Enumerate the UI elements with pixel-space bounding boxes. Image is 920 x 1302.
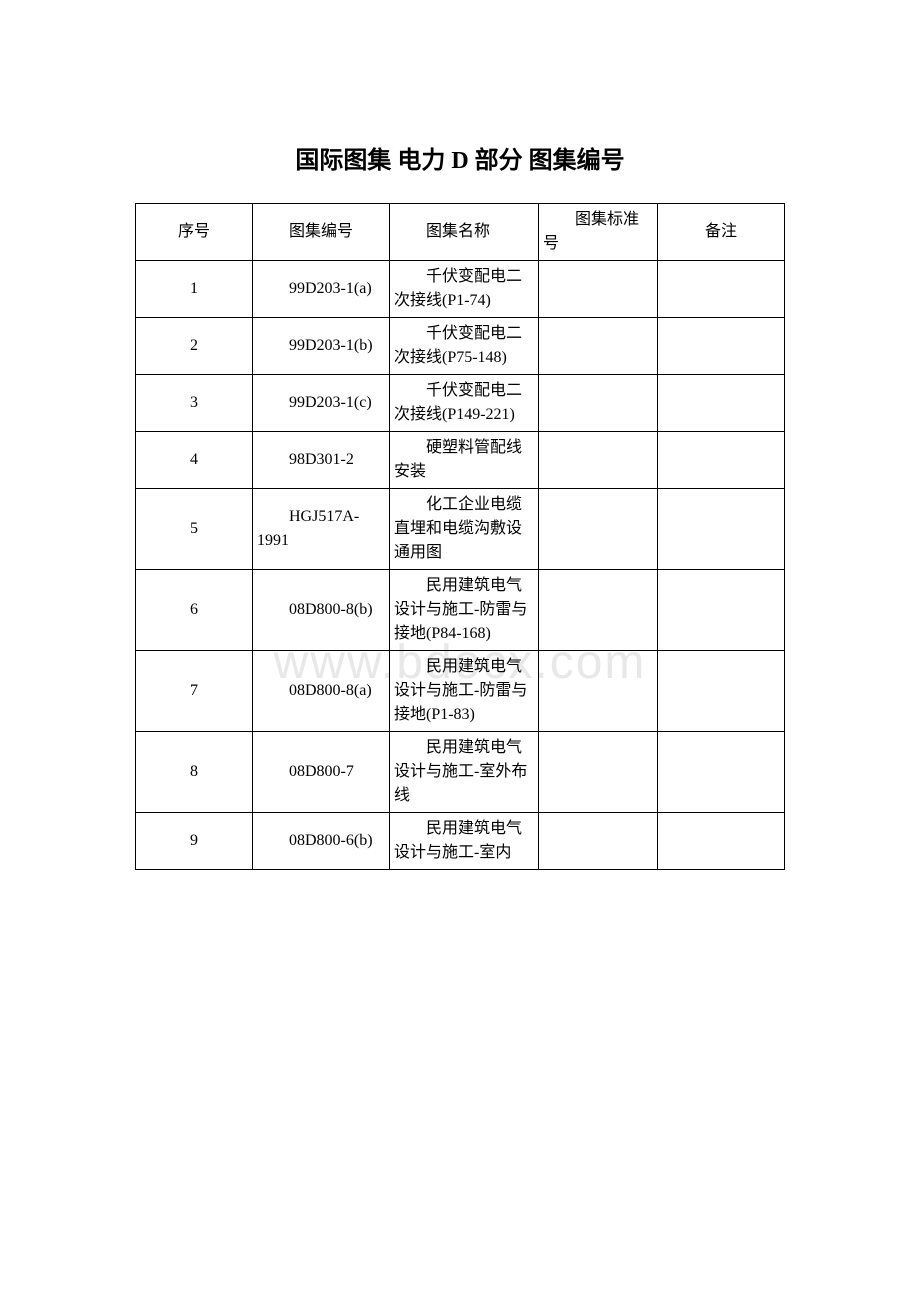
- col-header-name: 图集名称: [390, 204, 539, 261]
- table-row: 6 08D800-8(b) 民用建筑电气设计与施工-防雷与接地(P84-168): [136, 570, 785, 651]
- cell-seq: 1: [136, 261, 253, 318]
- cell-name: 民用建筑电气设计与施工-防雷与接地(P1-83): [390, 651, 539, 732]
- cell-code: 99D203-1(a): [253, 261, 390, 318]
- cell-seq: 5: [136, 489, 253, 570]
- cell-std: [539, 732, 658, 813]
- cell-name: 民用建筑电气设计与施工-室内: [390, 813, 539, 870]
- cell-seq: 9: [136, 813, 253, 870]
- cell-seq: 8: [136, 732, 253, 813]
- cell-code: 08D800-7: [253, 732, 390, 813]
- cell-note: [658, 651, 785, 732]
- table-row: 3 99D203-1(c) 千伏变配电二次接线(P149-221): [136, 375, 785, 432]
- cell-note: [658, 813, 785, 870]
- col-header-seq: 序号: [136, 204, 253, 261]
- cell-code: HGJ517A-1991: [253, 489, 390, 570]
- cell-std: [539, 813, 658, 870]
- cell-note: [658, 261, 785, 318]
- cell-code: 98D301-2: [253, 432, 390, 489]
- cell-seq: 7: [136, 651, 253, 732]
- cell-note: [658, 318, 785, 375]
- cell-seq: 3: [136, 375, 253, 432]
- cell-note: [658, 489, 785, 570]
- cell-name: 化工企业电缆直埋和电缆沟敷设通用图: [390, 489, 539, 570]
- table-body: 1 99D203-1(a) 千伏变配电二次接线(P1-74) 2 99D203-…: [136, 261, 785, 870]
- cell-code: 99D203-1(c): [253, 375, 390, 432]
- table-row: 2 99D203-1(b) 千伏变配电二次接线(P75-148): [136, 318, 785, 375]
- table-header-row: 序号 图集编号 图集名称 图集标准号 备注: [136, 204, 785, 261]
- cell-note: [658, 432, 785, 489]
- cell-code: 08D800-6(b): [253, 813, 390, 870]
- cell-name: 硬塑料管配线安装: [390, 432, 539, 489]
- cell-std: [539, 651, 658, 732]
- cell-std: [539, 432, 658, 489]
- table-row: 4 98D301-2 硬塑料管配线安装: [136, 432, 785, 489]
- cell-note: [658, 570, 785, 651]
- table-row: 9 08D800-6(b) 民用建筑电气设计与施工-室内: [136, 813, 785, 870]
- cell-name: 千伏变配电二次接线(P75-148): [390, 318, 539, 375]
- cell-name: 千伏变配电二次接线(P149-221): [390, 375, 539, 432]
- cell-seq: 2: [136, 318, 253, 375]
- col-header-code: 图集编号: [253, 204, 390, 261]
- document-title: 国际图集 电力 D 部分 图集编号: [110, 140, 810, 175]
- cell-std: [539, 261, 658, 318]
- cell-code: 08D800-8(a): [253, 651, 390, 732]
- table-row: 5 HGJ517A-1991 化工企业电缆直埋和电缆沟敷设通用图: [136, 489, 785, 570]
- cell-name: 民用建筑电气设计与施工-防雷与接地(P84-168): [390, 570, 539, 651]
- cell-std: [539, 489, 658, 570]
- cell-code: 99D203-1(b): [253, 318, 390, 375]
- cell-note: [658, 375, 785, 432]
- cell-name: 民用建筑电气设计与施工-室外布线: [390, 732, 539, 813]
- cell-name: 千伏变配电二次接线(P1-74): [390, 261, 539, 318]
- cell-std: [539, 570, 658, 651]
- col-header-std: 图集标准号: [539, 204, 658, 261]
- atlas-table: 序号 图集编号 图集名称 图集标准号 备注 1 99D203-1(a) 千伏变配…: [135, 203, 785, 870]
- cell-note: [658, 732, 785, 813]
- table-row: 7 08D800-8(a) 民用建筑电气设计与施工-防雷与接地(P1-83): [136, 651, 785, 732]
- table-row: 1 99D203-1(a) 千伏变配电二次接线(P1-74): [136, 261, 785, 318]
- table-row: 8 08D800-7 民用建筑电气设计与施工-室外布线: [136, 732, 785, 813]
- cell-std: [539, 318, 658, 375]
- cell-std: [539, 375, 658, 432]
- cell-seq: 4: [136, 432, 253, 489]
- cell-code: 08D800-8(b): [253, 570, 390, 651]
- col-header-note: 备注: [658, 204, 785, 261]
- cell-seq: 6: [136, 570, 253, 651]
